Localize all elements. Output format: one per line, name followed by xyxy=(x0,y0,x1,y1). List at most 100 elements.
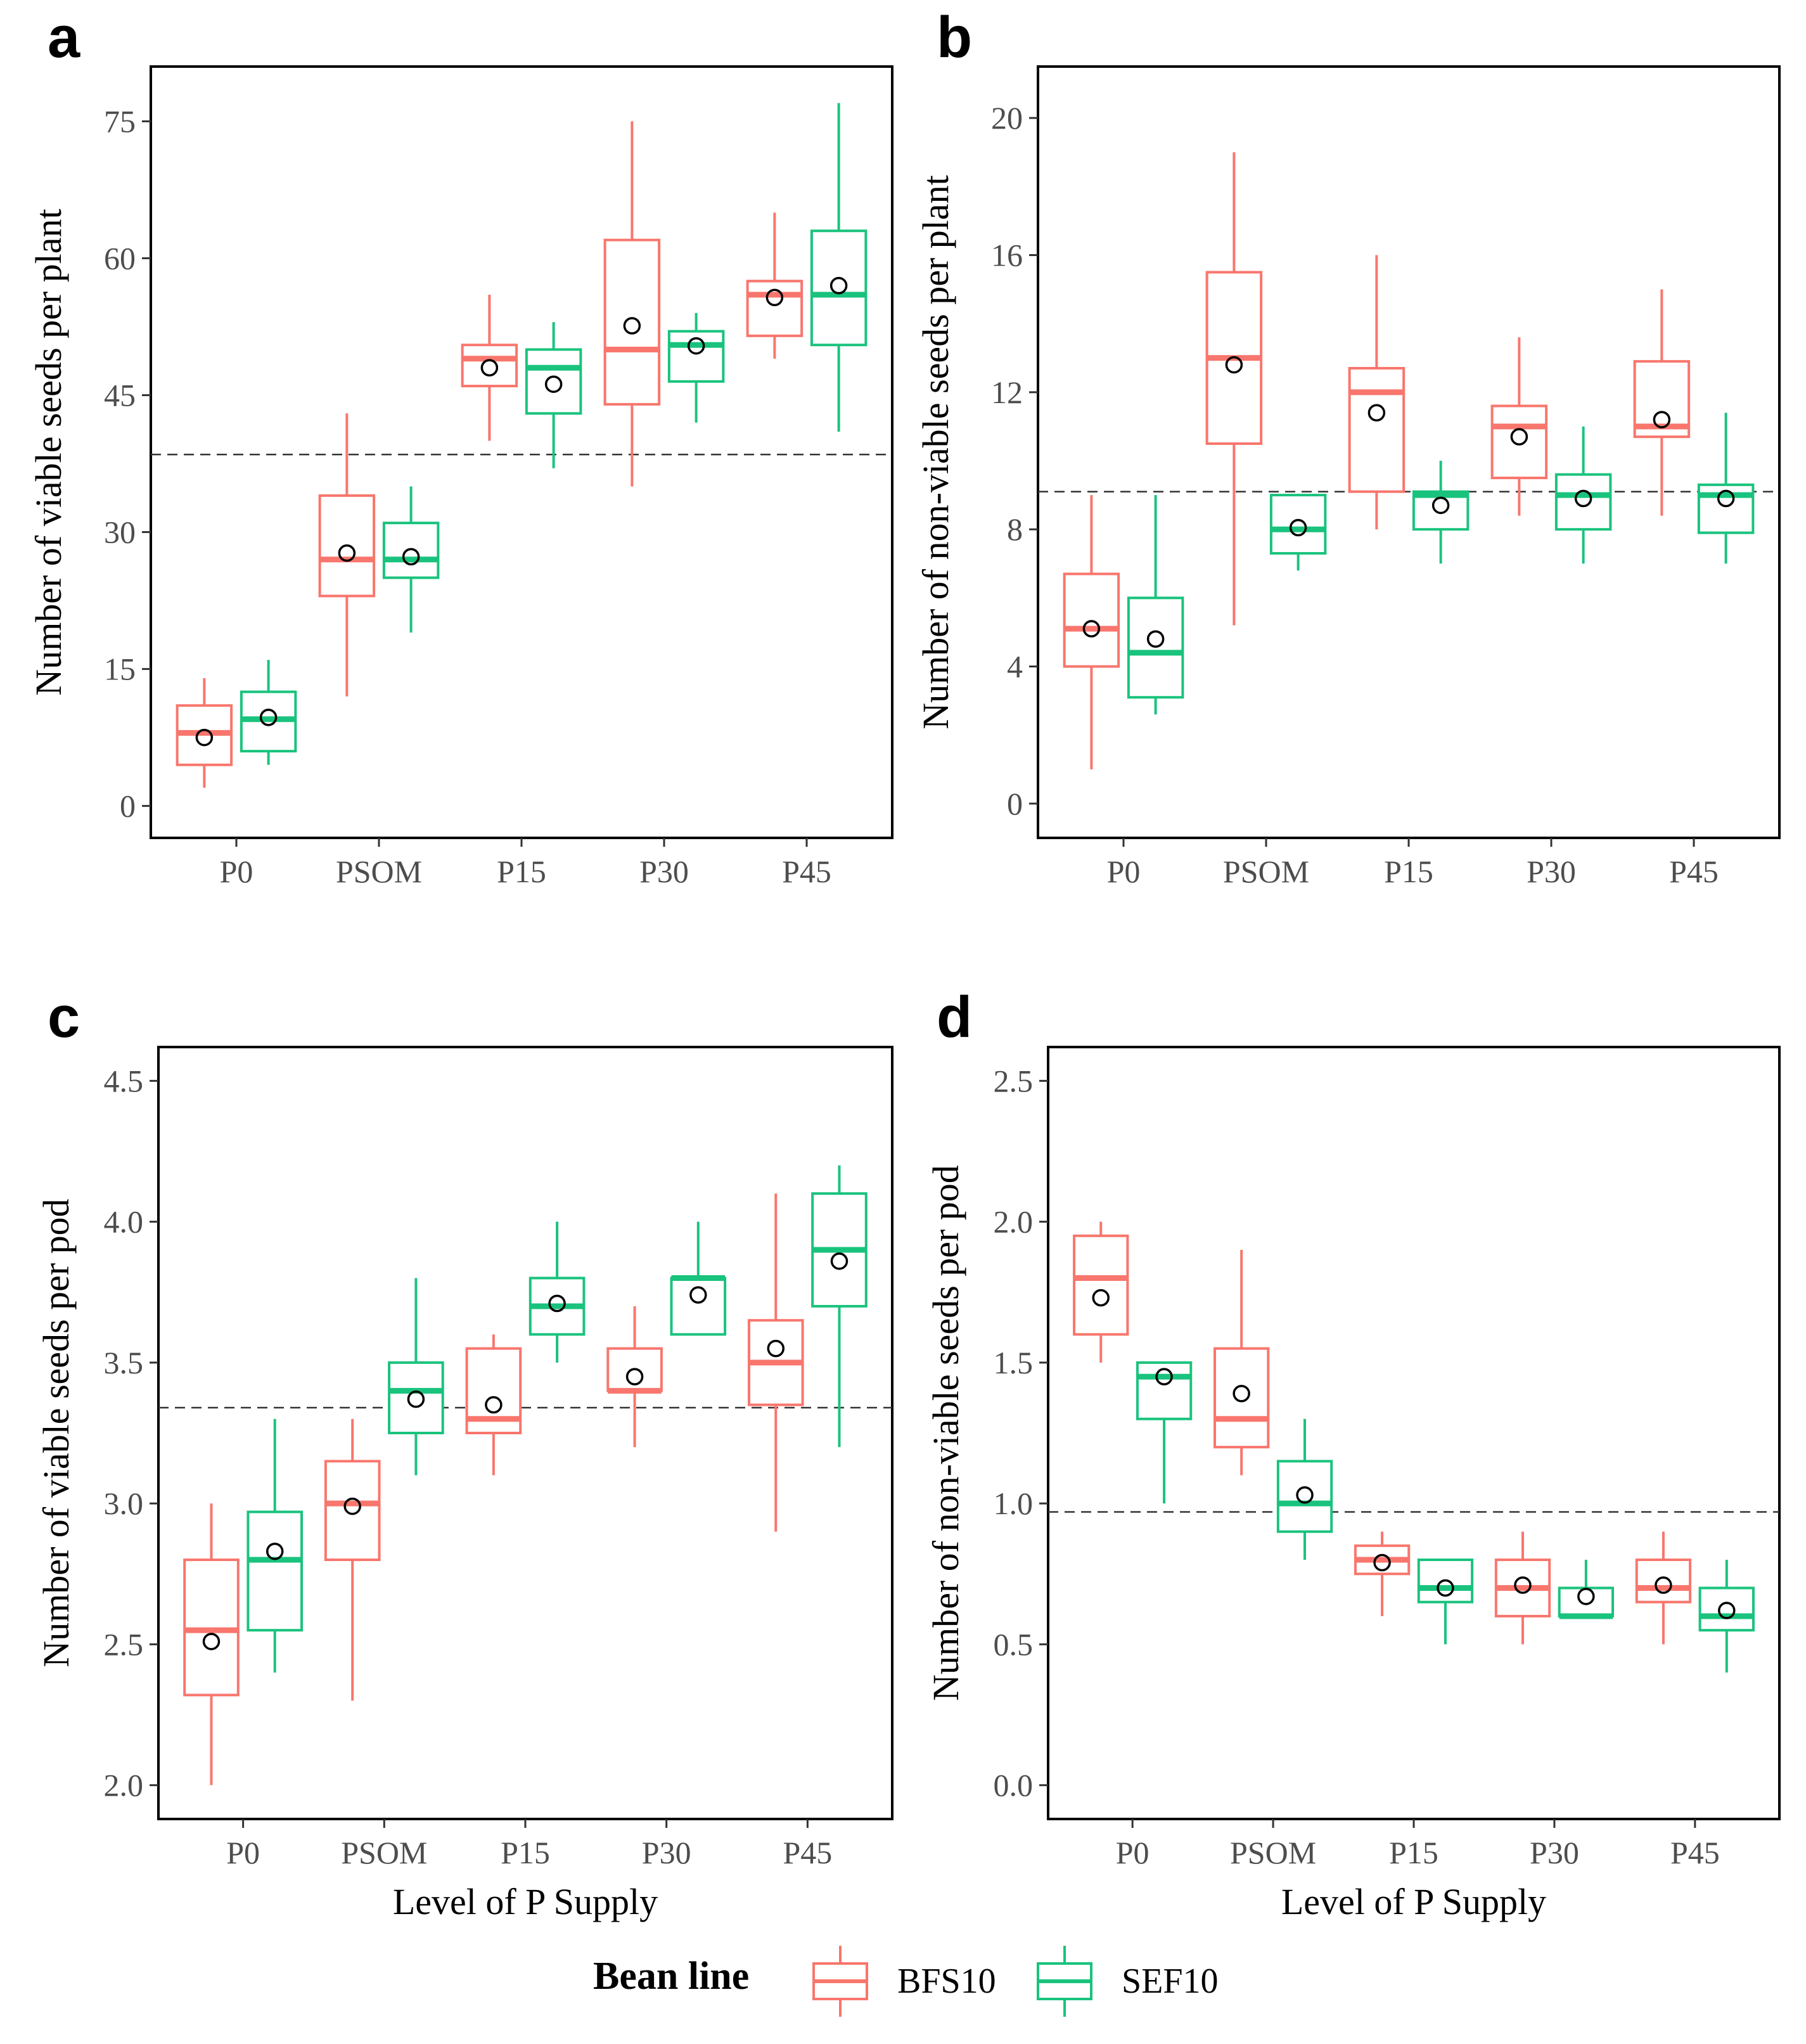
mean-point xyxy=(689,1286,707,1304)
box-BFS10-P15 xyxy=(465,1334,522,1475)
box-BFS10-P0 xyxy=(1063,495,1120,769)
plot-frame xyxy=(1037,65,1781,839)
box-SEF10-P45 xyxy=(1698,1560,1755,1673)
box-SEF10-P30 xyxy=(667,312,725,423)
box-BFS10-P45 xyxy=(1633,289,1691,516)
box-SEF10-P0 xyxy=(247,1418,304,1673)
y-tick-label: 2.0 xyxy=(994,1204,1034,1240)
box-iqr xyxy=(1635,1559,1692,1604)
mean-point xyxy=(266,1542,284,1560)
mean-point xyxy=(407,1390,425,1408)
x-tick-label: PSOM xyxy=(1223,854,1309,889)
mean-point xyxy=(1717,489,1735,508)
box-BFS10-P0 xyxy=(183,1503,240,1785)
x-tick-label: P15 xyxy=(1384,854,1433,889)
mean-point xyxy=(1233,1385,1250,1403)
mean-point xyxy=(1437,1579,1454,1597)
box-iqr xyxy=(525,348,582,415)
box-BFS10-P15 xyxy=(461,295,518,441)
box-iqr xyxy=(388,1361,444,1435)
y-axis: 0.0 0.5 1.0 1.5 2.0 2.5 xyxy=(994,1063,1048,1803)
box-BFS10-P0 xyxy=(176,678,233,788)
box-BFS10-P45 xyxy=(746,212,804,359)
y-tick-label: 3.5 xyxy=(104,1345,144,1380)
x-tick-label: P45 xyxy=(1670,1835,1720,1870)
panel-letter: d xyxy=(937,985,972,1050)
box-SEF10-PSOM xyxy=(1276,1418,1333,1560)
x-tick-label: P0 xyxy=(220,854,253,889)
box-iqr xyxy=(667,330,725,383)
mean-point xyxy=(343,1497,361,1515)
y-tick-label: 4.0 xyxy=(104,1204,144,1240)
x-axis: P0 PSOM P15 P30 P45 xyxy=(220,838,831,889)
mean-point xyxy=(765,288,784,307)
box-BFS10-PSOM xyxy=(1213,1250,1270,1475)
mean-point xyxy=(259,709,278,726)
box-iqr xyxy=(1269,494,1327,555)
series-SEF10 xyxy=(1136,1361,1755,1673)
mean-point xyxy=(1092,1289,1110,1307)
mean-point xyxy=(402,548,420,566)
box-iqr xyxy=(1348,366,1406,493)
box-BFS10-P0 xyxy=(1073,1221,1129,1363)
box-SEF10-P0 xyxy=(1127,495,1184,715)
box-SEF10-PSOM xyxy=(382,486,440,633)
box-SEF10-P45 xyxy=(810,103,868,432)
y-tick-label: 0.5 xyxy=(994,1626,1034,1662)
box-iqr xyxy=(1698,1586,1755,1632)
mean-point xyxy=(1574,489,1592,508)
box-BFS10-P15 xyxy=(1354,1531,1411,1616)
box-iqr xyxy=(603,238,661,406)
box-BFS10-P30 xyxy=(1490,337,1548,516)
x-axis: P0 PSOM P15 P30 P45 xyxy=(226,1819,832,1870)
mean-point xyxy=(1155,1368,1173,1385)
y-tick-label: 3.0 xyxy=(104,1486,144,1521)
box-BFS10-PSOM xyxy=(324,1418,381,1701)
series-BFS10 xyxy=(1063,152,1691,769)
y-tick-label: 1.0 xyxy=(994,1486,1034,1521)
mean-point xyxy=(202,1633,221,1650)
box-BFS10-P30 xyxy=(606,1306,663,1448)
x-axis-title: Level of P Supply xyxy=(393,1881,658,1922)
panel-letter: c xyxy=(48,985,80,1050)
y-tick-label: 2.5 xyxy=(994,1063,1034,1098)
mean-point xyxy=(1510,428,1528,446)
x-tick-label: P30 xyxy=(1530,1835,1579,1870)
x-tick-label: PSOM xyxy=(336,854,422,889)
box-iqr xyxy=(1136,1361,1193,1420)
mean-point xyxy=(480,359,499,377)
x-axis: P0 PSOM P15 P30 P45 xyxy=(1107,838,1719,889)
series-SEF10 xyxy=(247,1165,868,1673)
x-tick-label: P0 xyxy=(1116,1835,1150,1870)
x-tick-label: P45 xyxy=(783,1835,832,1870)
box-SEF10-P30 xyxy=(670,1221,727,1336)
box-iqr xyxy=(324,1460,381,1562)
x-tick-label: P45 xyxy=(782,854,831,889)
box-SEF10-P15 xyxy=(528,1221,586,1363)
x-tick-label: P45 xyxy=(1669,854,1719,889)
legend: Bean line BFS10 SEF10 xyxy=(593,1946,1219,2017)
panel-letter: b xyxy=(937,5,972,70)
box-SEF10-P15 xyxy=(1412,461,1470,564)
legend-key-SEF10 xyxy=(1037,1946,1092,2017)
mean-point xyxy=(1296,1486,1314,1504)
box-SEF10-P45 xyxy=(811,1165,868,1448)
box-SEF10-P15 xyxy=(1417,1559,1474,1645)
y-axis-title: Number of viable seeds per plant xyxy=(28,209,69,695)
mean-point xyxy=(338,544,356,562)
box-BFS10-P45 xyxy=(747,1193,804,1532)
y-tick-label: 60 xyxy=(104,240,136,276)
mean-point xyxy=(1367,404,1386,422)
x-tick-label: P30 xyxy=(642,1835,691,1870)
box-SEF10-P30 xyxy=(1558,1560,1615,1619)
box-iqr xyxy=(247,1510,304,1632)
panel-c: c 2.0 2.5 3.0 3.5 4.0 4.5 P0 PSOM P15 P30 P45 Number… xyxy=(35,985,893,1922)
x-tick-label: P0 xyxy=(226,1835,260,1870)
mean-point xyxy=(829,276,848,295)
series-SEF10 xyxy=(240,103,868,765)
mean-point xyxy=(687,337,705,355)
x-axis: P0 PSOM P15 P30 P45 xyxy=(1116,1819,1720,1870)
panel-letter: a xyxy=(48,5,80,70)
x-tick-label: P30 xyxy=(1527,854,1576,889)
